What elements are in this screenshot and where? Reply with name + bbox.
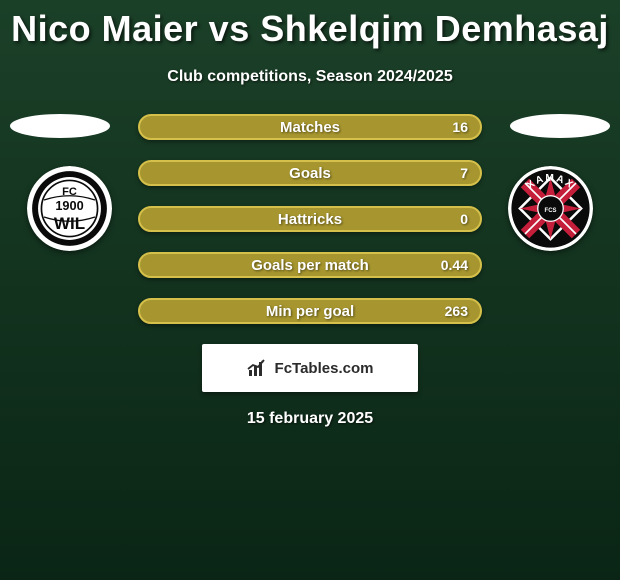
stat-bars: Matches 16 Goals 7 Hattricks 0 Goals per match… — [138, 114, 482, 324]
stat-bar: Min per goal 263 — [138, 298, 482, 324]
subtitle: Club competitions, Season 2024/2025 — [0, 68, 620, 86]
svg-text:FCS: FCS — [545, 208, 557, 214]
right-player-ellipse — [510, 114, 610, 138]
stat-value-right: 16 — [452, 119, 468, 135]
stat-value-right: 263 — [445, 303, 468, 319]
svg-text:WIL: WIL — [54, 214, 85, 233]
stat-bar: Goals per match 0.44 — [138, 252, 482, 278]
stat-label: Matches — [280, 119, 340, 136]
stat-bar: Goals 7 — [138, 160, 482, 186]
footer-brand-text: FcTables.com — [275, 360, 374, 377]
left-player-ellipse — [10, 114, 110, 138]
svg-text:1900: 1900 — [55, 198, 83, 213]
chart-icon — [247, 358, 269, 378]
comparison-panel: FC 1900 WIL FCS XAMAX Matches 16 Goals 7 Hat… — [0, 114, 620, 324]
stat-label: Min per goal — [266, 303, 354, 320]
stat-value-right: 0.44 — [441, 257, 468, 273]
stat-label: Goals per match — [251, 257, 369, 274]
page-title: Nico Maier vs Shkelqim Demhasaj — [0, 0, 620, 50]
right-club-badge: FCS XAMAX — [508, 166, 593, 251]
stat-label: Hattricks — [278, 211, 342, 228]
stat-label: Goals — [289, 165, 331, 182]
left-club-badge: FC 1900 WIL — [27, 166, 112, 251]
date: 15 february 2025 — [0, 410, 620, 428]
stat-bar: Hattricks 0 — [138, 206, 482, 232]
stat-value-right: 0 — [460, 211, 468, 227]
footer-brand-box: FcTables.com — [202, 344, 418, 392]
stat-value-right: 7 — [460, 165, 468, 181]
stat-bar: Matches 16 — [138, 114, 482, 140]
